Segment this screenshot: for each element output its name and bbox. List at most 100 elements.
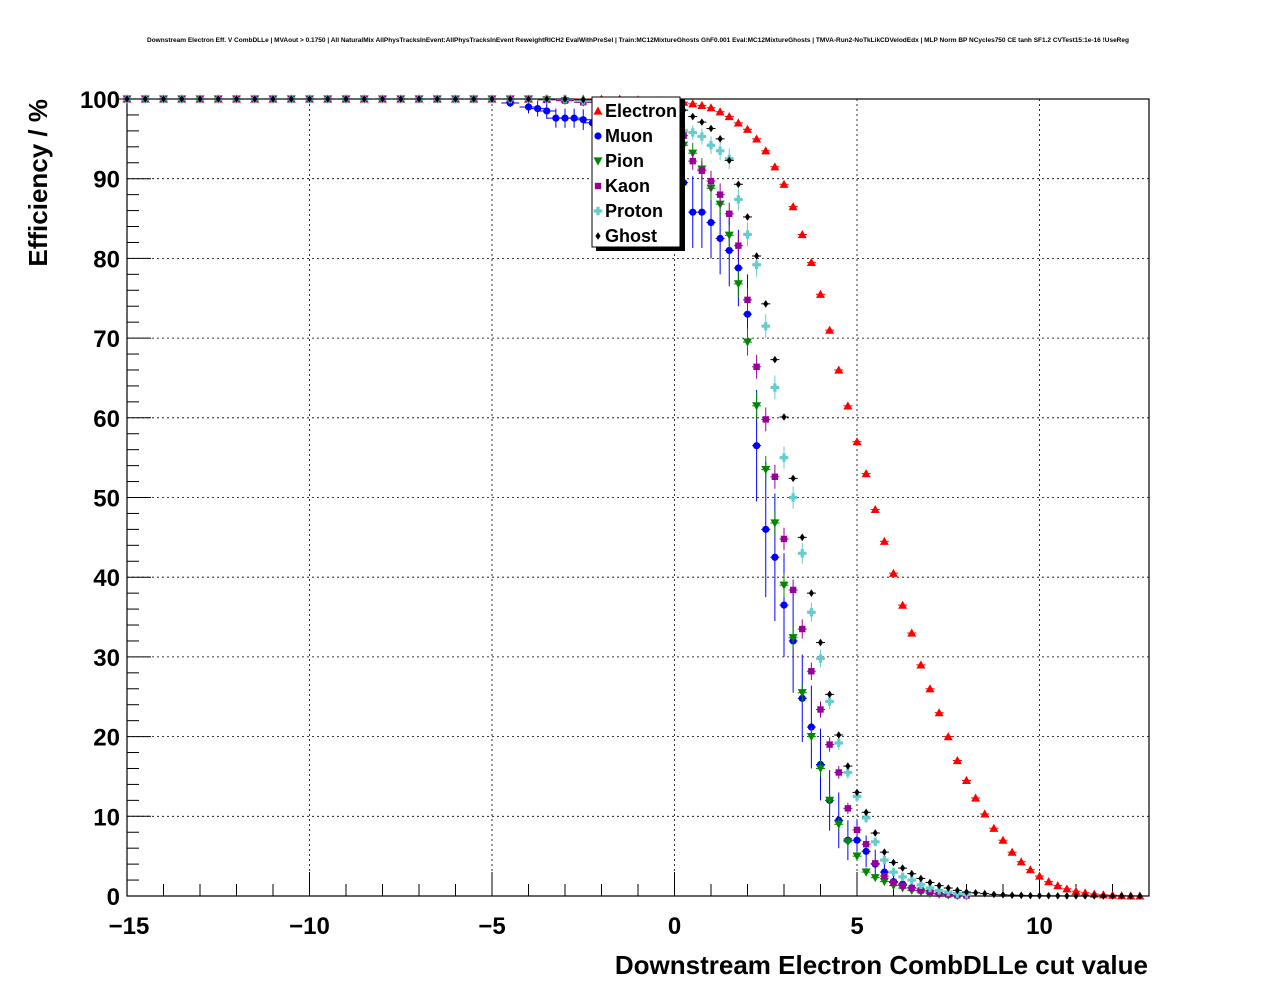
grid-lines	[127, 99, 1149, 896]
electron-point	[1016, 857, 1026, 866]
ghost-point	[325, 95, 331, 103]
kaon-point	[899, 882, 906, 889]
ghost-point	[863, 808, 869, 817]
ghost-point	[1000, 891, 1006, 899]
chart-title: Downstream Electron Eff. V CombDLLe | MV…	[147, 37, 1129, 44]
ghost-point	[836, 731, 842, 739]
legend-label-proton: Proton	[605, 201, 663, 221]
kaon-point	[762, 416, 769, 423]
electron-point	[697, 100, 707, 109]
x-tick-label-4: 5	[850, 913, 863, 940]
ghost-point	[735, 180, 741, 189]
ghost-point	[507, 95, 513, 103]
pion-point	[825, 796, 835, 805]
ghost-point	[343, 95, 349, 103]
electron-point	[788, 202, 798, 211]
ghost-point	[398, 95, 404, 103]
ghost-point	[197, 95, 203, 103]
kaon-point	[716, 191, 724, 198]
muon-point	[552, 114, 560, 122]
ghost-point	[954, 886, 960, 895]
ghost-point	[416, 95, 422, 103]
electron-point	[889, 568, 898, 577]
proton-point	[934, 886, 944, 895]
ghost-point	[252, 95, 258, 103]
electron-point	[962, 775, 971, 785]
ghost-point	[690, 112, 696, 121]
x-tick-labels: −15 −10 −5 0 5 10	[109, 913, 1053, 940]
kaon-point	[862, 840, 870, 848]
pion-point	[743, 338, 752, 347]
y-axis-title: Efficiency / %	[23, 99, 53, 267]
electron-point	[770, 162, 780, 171]
kaon-point	[771, 473, 779, 480]
kaon-point	[853, 826, 861, 834]
proton-point	[880, 855, 889, 865]
electron-point	[952, 756, 962, 765]
kaon-point	[917, 887, 925, 894]
ghost-point	[781, 413, 787, 421]
electron-point	[761, 146, 771, 155]
y-tick-label-10: 100	[80, 87, 120, 114]
kaon-point	[872, 860, 879, 867]
muon-point	[707, 218, 715, 227]
muon-point	[725, 246, 733, 255]
ghost-point	[927, 878, 933, 887]
ghost-point	[963, 888, 970, 896]
ghost-point	[1064, 892, 1070, 900]
kaon-point	[799, 625, 806, 633]
ghost-point	[1018, 891, 1024, 900]
ghost-point	[1091, 892, 1097, 900]
muon-point	[534, 104, 542, 113]
ghost-point	[1027, 891, 1033, 900]
pion-point	[834, 820, 844, 829]
electron-point	[752, 134, 762, 143]
y-tick-label-8: 80	[93, 246, 120, 273]
muon-point	[853, 836, 861, 844]
electron-point	[1007, 847, 1017, 856]
ghost-point	[872, 829, 878, 837]
electron-point	[870, 504, 880, 514]
ghost-point	[973, 889, 979, 897]
x-tick-label-2: −5	[478, 913, 505, 940]
y-tick-label-6: 60	[93, 406, 120, 433]
proton-point	[697, 132, 707, 141]
y-tick-label-5: 50	[93, 486, 120, 513]
ghost-point	[890, 858, 897, 867]
legend-label-ghost: Ghost	[605, 226, 657, 246]
proton-point	[925, 883, 935, 893]
ghost-point	[1119, 892, 1125, 900]
kaon-point	[908, 884, 915, 892]
pion-point	[852, 852, 862, 861]
legend-label-muon: Muon	[605, 126, 653, 146]
proton-point	[761, 321, 770, 331]
muon-point	[807, 723, 815, 731]
pion-point	[761, 466, 771, 475]
ghost-point	[179, 95, 185, 103]
ghost-point	[1100, 892, 1106, 900]
y-tick-label-0: 0	[107, 884, 120, 911]
ghost-point	[991, 890, 997, 899]
proton-point	[807, 608, 816, 617]
electron-point	[706, 103, 716, 112]
electron-point	[806, 257, 816, 266]
pion-point	[788, 634, 798, 643]
legend-entries: Electron Muon Pion Kaon Proton Ghost	[593, 101, 677, 246]
electron-point	[998, 835, 1008, 844]
y-tick-label-9: 90	[93, 167, 120, 194]
ghost-point	[808, 589, 814, 597]
electron-point	[743, 124, 752, 133]
proton-point	[852, 792, 862, 801]
legend-label-pion: Pion	[605, 151, 644, 171]
ghost-point	[881, 848, 887, 856]
muon-point	[543, 107, 551, 115]
muon-point	[862, 847, 870, 855]
y-tick-labels: 0 10 20 30 40 50 60 70 80 90 100	[80, 87, 120, 911]
ghost-point	[525, 95, 532, 103]
ghost-point	[379, 95, 386, 103]
ghost-point	[744, 213, 751, 221]
pion-point	[797, 689, 807, 698]
ghost-point	[945, 884, 951, 892]
legend-marker-proton	[593, 206, 603, 216]
ghost-point	[790, 474, 796, 483]
